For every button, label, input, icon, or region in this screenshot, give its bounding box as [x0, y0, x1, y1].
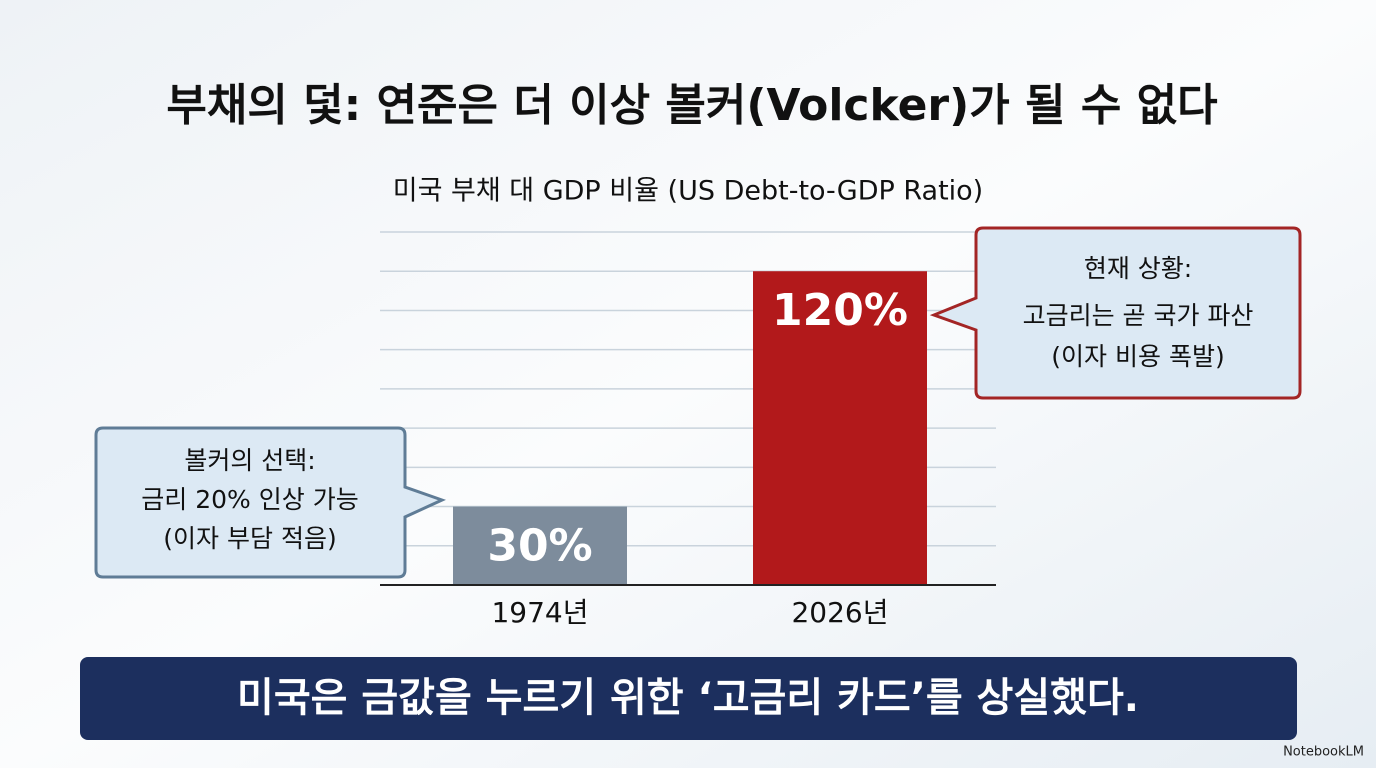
chart-subtitle: 미국 부채 대 GDP 비율 (US Debt-to-GDP Ratio) — [393, 176, 983, 207]
x-tick-label: 1974년 — [491, 596, 588, 629]
plot-area: 1974년 30% 2026년 120% — [380, 231, 996, 629]
callout-text: 볼커의 선택: — [184, 446, 315, 475]
callout-text: 현재 상황: — [1084, 254, 1192, 283]
value-label: 120% — [772, 285, 908, 336]
callout-text: 고금리는 곧 국가 파산 — [1023, 301, 1254, 330]
callout-box — [929, 226, 1302, 400]
callout-box — [94, 426, 446, 579]
caption: 미국은 금값을 누르기 위한 ‘고금리 카드’를 상실했다. — [237, 675, 1139, 721]
bar — [453, 506, 627, 585]
callout-text: (이자 부담 적음) — [163, 524, 336, 553]
bar — [753, 271, 927, 585]
x-tick-label: 2026년 — [791, 596, 888, 629]
callout-text: 금리 20% 인상 가능 — [141, 485, 358, 514]
callout-right: 현재 상황: 고금리는 곧 국가 파산 (이자 비용 폭발) — [929, 226, 1302, 400]
watermark: NotebookLM — [1283, 745, 1364, 760]
chart-title: 부채의 덫: 연준은 더 이상 볼커(Volcker)가 될 수 없다 — [166, 80, 1217, 131]
callout-text: (이자 비용 폭발) — [1051, 342, 1224, 371]
value-label: 30% — [487, 521, 592, 572]
caption-banner — [80, 657, 1297, 740]
callout-left: 볼커의 선택: 금리 20% 인상 가능 (이자 부담 적음) — [94, 426, 446, 579]
